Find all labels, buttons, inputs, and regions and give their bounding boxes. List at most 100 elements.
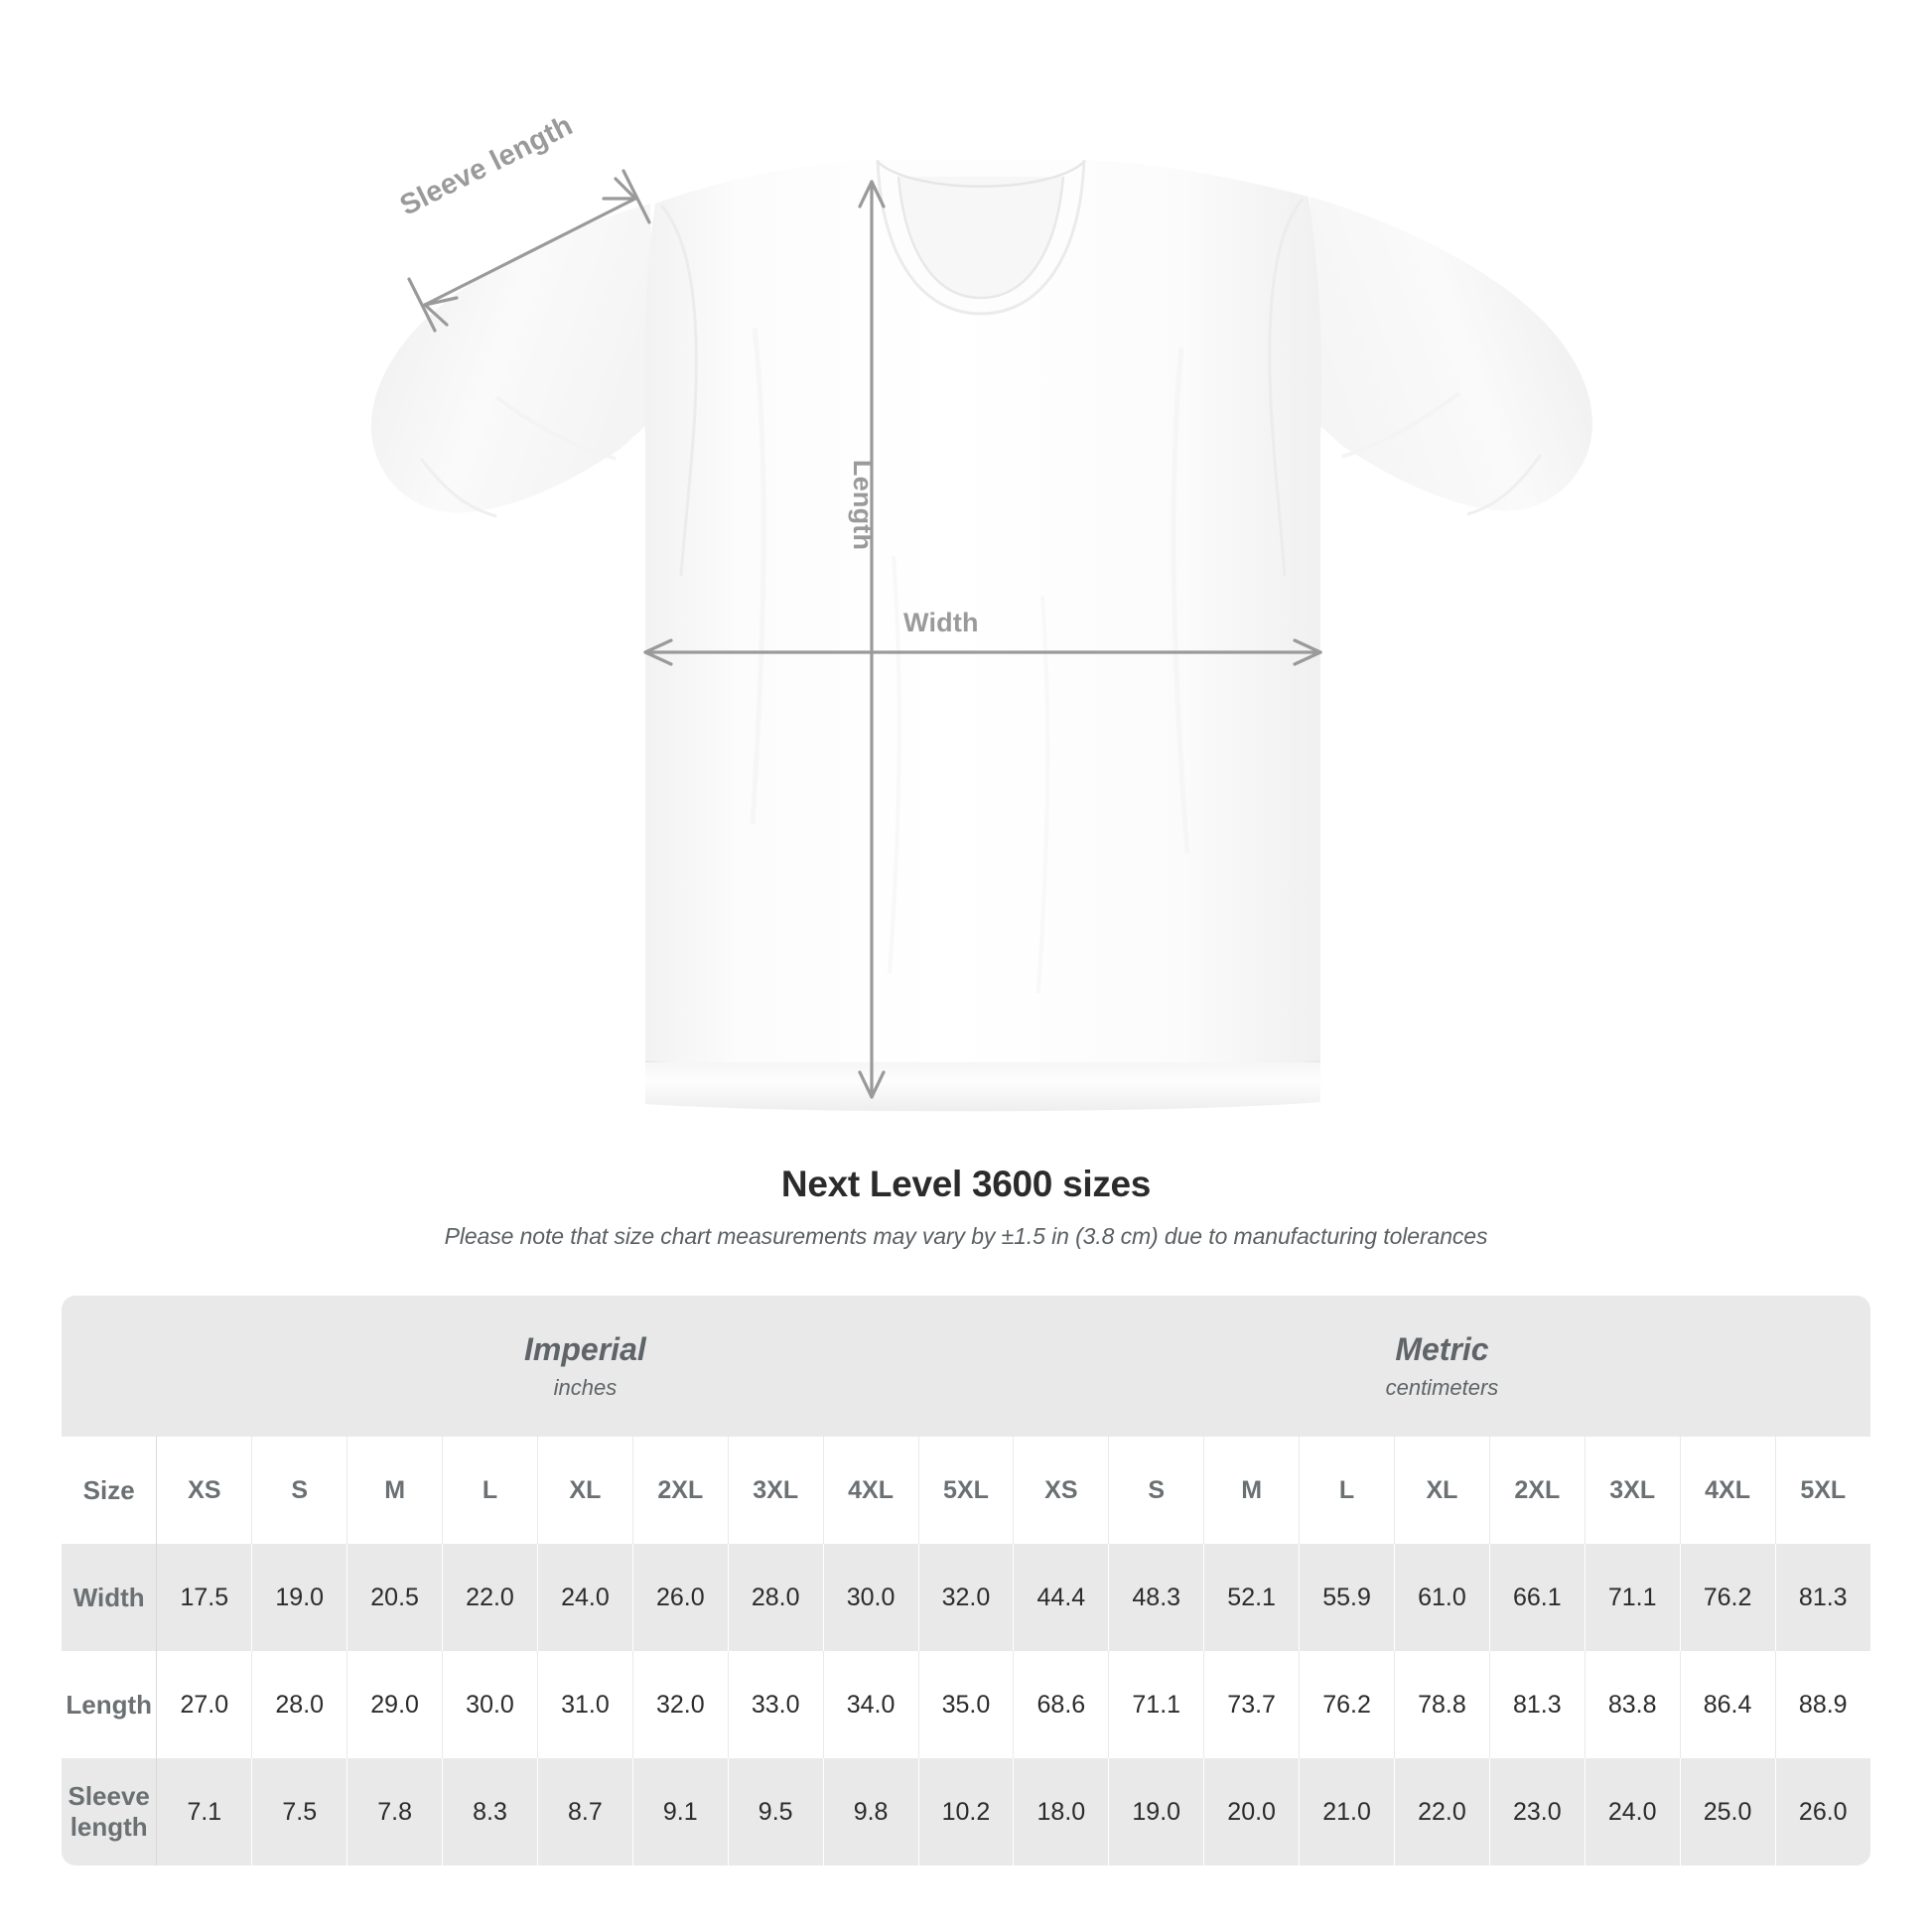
cell-length-metric-4xl: 86.4 [1679, 1651, 1776, 1758]
size-chart-table: Imperial inches Metric centimeters Size … [62, 1296, 1870, 1865]
cell-width-metric-3xl: 71.1 [1584, 1544, 1681, 1651]
cell-sleeve-imperial-4xl: 9.8 [822, 1758, 919, 1865]
cell-width-imperial-l: 22.0 [442, 1544, 538, 1651]
size-header-imperial-3xl: 3XL [727, 1437, 824, 1544]
cell-length-imperial-xl: 31.0 [536, 1651, 633, 1758]
cell-width-metric-5xl: 81.3 [1774, 1544, 1870, 1651]
cell-width-imperial-3xl: 28.0 [727, 1544, 824, 1651]
cell-sleeve-metric-m: 20.0 [1203, 1758, 1300, 1865]
cell-sleeve-imperial-3xl: 9.5 [727, 1758, 824, 1865]
length-arrow [858, 180, 886, 1099]
unit-header-imperial: Imperial inches [156, 1296, 1014, 1437]
table-row: Width 17.5 19.0 20.5 22.0 24.0 26.0 28.0… [62, 1544, 1870, 1651]
cell-length-imperial-5xl: 35.0 [917, 1651, 1014, 1758]
cell-sleeve-imperial-s: 7.5 [251, 1758, 347, 1865]
cell-sleeve-metric-4xl: 25.0 [1679, 1758, 1776, 1865]
size-header-metric-xs: XS [1013, 1437, 1109, 1544]
cell-width-imperial-4xl: 30.0 [822, 1544, 919, 1651]
size-header-metric-xl: XL [1393, 1437, 1490, 1544]
measurement-arrows [407, 169, 1322, 1099]
unit-name-imperial: Imperial [524, 1331, 646, 1368]
cell-sleeve-metric-s: 19.0 [1108, 1758, 1204, 1865]
cell-length-metric-5xl: 88.9 [1774, 1651, 1870, 1758]
cell-length-imperial-m: 29.0 [346, 1651, 443, 1758]
cell-width-imperial-m: 20.5 [346, 1544, 443, 1651]
cell-width-metric-l: 55.9 [1299, 1544, 1395, 1651]
cell-sleeve-metric-3xl: 24.0 [1584, 1758, 1681, 1865]
tshirt-illustration [370, 159, 1592, 1113]
cell-sleeve-metric-xl: 22.0 [1393, 1758, 1490, 1865]
cell-length-metric-s: 71.1 [1108, 1651, 1204, 1758]
cell-width-imperial-5xl: 32.0 [917, 1544, 1014, 1651]
cell-width-metric-s: 48.3 [1108, 1544, 1204, 1651]
unit-header-row: Imperial inches Metric centimeters [62, 1296, 1870, 1437]
cell-length-metric-m: 73.7 [1203, 1651, 1300, 1758]
cell-width-metric-xs: 44.4 [1013, 1544, 1109, 1651]
unit-sub-imperial: inches [553, 1375, 618, 1401]
cell-width-imperial-xs: 17.5 [156, 1544, 252, 1651]
size-header-metric-s: S [1108, 1437, 1204, 1544]
cell-width-metric-4xl: 76.2 [1679, 1544, 1776, 1651]
tolerance-note: Please note that size chart measurements… [444, 1223, 1488, 1249]
tshirt-diagram: Sleeve length Length Width [370, 109, 1592, 1113]
table-row: Sleeve length 7.1 7.5 7.8 8.3 8.7 9.1 9.… [62, 1758, 1870, 1865]
size-header-metric-l: L [1299, 1437, 1395, 1544]
chart-heading: Next Level 3600 sizes Please note that s… [0, 1164, 1932, 1250]
width-label: Width [903, 608, 979, 637]
cell-sleeve-imperial-l: 8.3 [442, 1758, 538, 1865]
size-header-metric-m: M [1203, 1437, 1300, 1544]
width-arrow [643, 638, 1322, 666]
cell-sleeve-metric-xs: 18.0 [1013, 1758, 1109, 1865]
size-header-imperial-2xl: 2XL [631, 1437, 729, 1544]
cell-length-imperial-s: 28.0 [251, 1651, 347, 1758]
cell-sleeve-imperial-2xl: 9.1 [631, 1758, 729, 1865]
cell-length-imperial-l: 30.0 [442, 1651, 538, 1758]
table-row: Length 27.0 28.0 29.0 30.0 31.0 32.0 33.… [62, 1651, 1870, 1758]
cell-length-imperial-3xl: 33.0 [727, 1651, 824, 1758]
cell-length-imperial-xs: 27.0 [156, 1651, 252, 1758]
size-header-metric-3xl: 3XL [1584, 1437, 1681, 1544]
size-header-metric-5xl: 5XL [1774, 1437, 1870, 1544]
sleeve-length-arrow [407, 169, 651, 333]
cell-sleeve-imperial-m: 7.8 [346, 1758, 443, 1865]
cell-width-imperial-s: 19.0 [251, 1544, 347, 1651]
size-chart-table-container: Imperial inches Metric centimeters Size … [62, 1296, 1870, 1865]
cell-length-imperial-2xl: 32.0 [631, 1651, 729, 1758]
size-header-imperial-xs: XS [156, 1437, 252, 1544]
row-label-sleeve-length: Sleeve length [62, 1758, 157, 1865]
cell-width-metric-m: 52.1 [1203, 1544, 1300, 1651]
cell-sleeve-metric-l: 21.0 [1299, 1758, 1395, 1865]
unit-sub-metric: centimeters [1385, 1375, 1499, 1401]
size-header-row: Size XS S M L XL 2XL 3XL 4XL 5XL XS S M … [62, 1437, 1870, 1544]
row-label-width: Width [62, 1544, 157, 1651]
cell-sleeve-metric-2xl: 23.0 [1488, 1758, 1586, 1865]
cell-sleeve-metric-5xl: 26.0 [1774, 1758, 1870, 1865]
size-header-imperial-m: M [346, 1437, 443, 1544]
page-title: Next Level 3600 sizes [780, 1164, 1152, 1204]
cell-sleeve-imperial-5xl: 10.2 [917, 1758, 1014, 1865]
cell-sleeve-imperial-xs: 7.1 [156, 1758, 252, 1865]
unit-name-metric: Metric [1395, 1331, 1489, 1368]
cell-width-metric-xl: 61.0 [1393, 1544, 1490, 1651]
cell-width-imperial-xl: 24.0 [536, 1544, 633, 1651]
cell-sleeve-imperial-xl: 8.7 [536, 1758, 633, 1865]
size-header-imperial-l: L [442, 1437, 538, 1544]
row-label-length: Length [62, 1651, 157, 1758]
size-row-label: Size [62, 1437, 157, 1544]
cell-length-metric-2xl: 81.3 [1488, 1651, 1586, 1758]
cell-length-metric-xs: 68.6 [1013, 1651, 1109, 1758]
cell-length-metric-l: 76.2 [1299, 1651, 1395, 1758]
size-header-imperial-s: S [251, 1437, 347, 1544]
cell-width-imperial-2xl: 26.0 [631, 1544, 729, 1651]
unit-header-metric: Metric centimeters [1013, 1296, 1870, 1437]
size-header-imperial-5xl: 5XL [917, 1437, 1014, 1544]
length-label: Length [848, 460, 878, 551]
size-header-imperial-4xl: 4XL [822, 1437, 919, 1544]
size-header-imperial-xl: XL [536, 1437, 633, 1544]
cell-length-imperial-4xl: 34.0 [822, 1651, 919, 1758]
cell-length-metric-xl: 78.8 [1393, 1651, 1490, 1758]
cell-width-metric-2xl: 66.1 [1488, 1544, 1586, 1651]
size-header-metric-2xl: 2XL [1488, 1437, 1586, 1544]
cell-length-metric-3xl: 83.8 [1584, 1651, 1681, 1758]
size-header-metric-4xl: 4XL [1679, 1437, 1776, 1544]
